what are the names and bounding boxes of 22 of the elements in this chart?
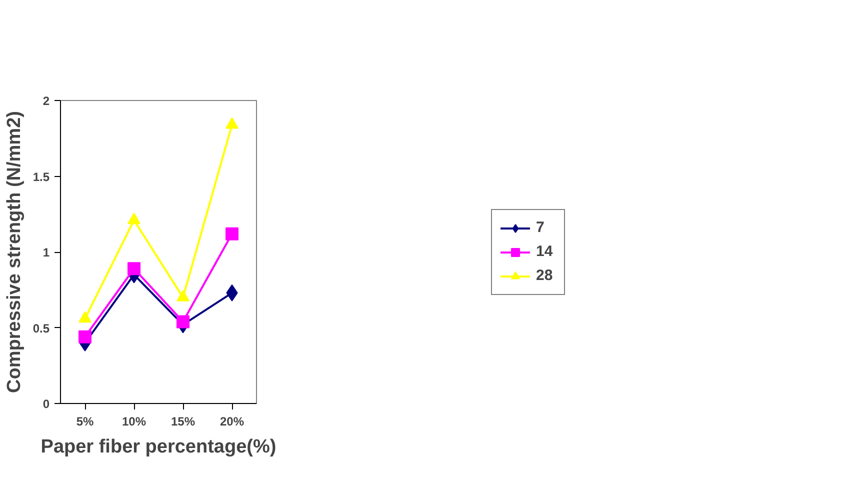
x-tick-label: 15%	[170, 414, 196, 428]
y-tick-label: 0	[42, 397, 50, 411]
point	[226, 117, 238, 129]
legend-label: 7	[536, 219, 546, 236]
point	[176, 315, 190, 328]
point	[128, 262, 140, 276]
y-tick-label: 1.5	[32, 170, 50, 184]
legend-label: 28	[536, 267, 554, 284]
x-tick-label: 20%	[220, 414, 244, 428]
legend-label: 14	[536, 243, 554, 260]
x-axis-title: Paper fiber percentage(%)	[40, 436, 276, 458]
point	[176, 290, 190, 302]
y-axis-title: Compressive strength (N/mm2)	[4, 111, 25, 393]
point	[226, 227, 238, 240]
x-tick-label: 5%	[76, 414, 94, 428]
point	[78, 330, 92, 344]
point	[128, 212, 140, 224]
x-tick-label: 10%	[122, 414, 146, 428]
point	[78, 311, 92, 323]
y-tick-label: 2	[42, 94, 50, 108]
y-tick-label: 1	[42, 246, 50, 260]
y-tick-label: 0.5	[32, 321, 50, 336]
